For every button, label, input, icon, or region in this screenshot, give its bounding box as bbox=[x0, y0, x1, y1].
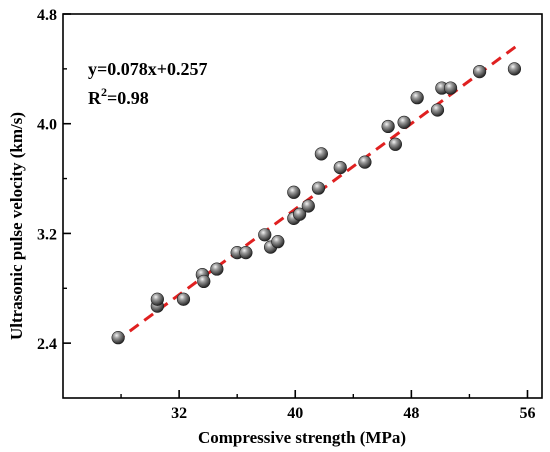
data-points-layer bbox=[111, 62, 522, 345]
axis-ticks-layer: 32 40 48 56 2.4 3.2 4.0 4.8 bbox=[37, 7, 535, 422]
data-point bbox=[314, 147, 328, 161]
r-squared-superscript: 2 bbox=[101, 85, 107, 99]
plot-frame bbox=[62, 13, 543, 399]
data-point bbox=[258, 228, 272, 242]
data-point bbox=[388, 137, 402, 151]
y-tick-label: 2.4 bbox=[37, 336, 57, 353]
y-axis-label: Ultrasonic pulse velocity (km/s) bbox=[7, 112, 26, 340]
fit-line bbox=[114, 44, 519, 344]
data-point bbox=[292, 207, 307, 221]
r-squared-value: =0.98 bbox=[107, 88, 149, 108]
r-squared-symbol: R bbox=[88, 88, 102, 108]
data-point bbox=[381, 119, 395, 134]
x-tick-label: 40 bbox=[287, 405, 303, 422]
data-point bbox=[287, 185, 301, 199]
fit-line-layer bbox=[114, 44, 519, 344]
data-point bbox=[210, 262, 224, 276]
data-point bbox=[239, 246, 253, 260]
regression-equation: y=0.078x+0.257 bbox=[88, 59, 208, 79]
data-point bbox=[111, 331, 125, 345]
data-point bbox=[150, 292, 164, 306]
x-axis-label: Compressive strength (MPa) bbox=[198, 428, 406, 447]
data-point bbox=[271, 235, 285, 249]
data-point bbox=[197, 274, 211, 289]
data-point bbox=[410, 91, 424, 105]
data-point bbox=[311, 181, 326, 195]
data-point bbox=[507, 62, 522, 76]
x-tick-label: 32 bbox=[171, 405, 187, 422]
x-tick-label: 48 bbox=[403, 405, 419, 422]
y-tick-label: 4.0 bbox=[37, 117, 57, 134]
data-point bbox=[472, 64, 487, 79]
data-point bbox=[301, 199, 315, 213]
data-point bbox=[430, 103, 445, 117]
y-tick-label: 4.8 bbox=[37, 7, 57, 24]
y-tick-label: 3.2 bbox=[37, 226, 57, 243]
data-point bbox=[443, 81, 458, 95]
r-squared-label: R2=0.98 bbox=[88, 85, 149, 108]
data-point bbox=[397, 115, 411, 129]
x-tick-label: 56 bbox=[519, 405, 535, 422]
data-point bbox=[176, 292, 191, 306]
data-point bbox=[358, 155, 372, 169]
data-point bbox=[333, 161, 347, 175]
